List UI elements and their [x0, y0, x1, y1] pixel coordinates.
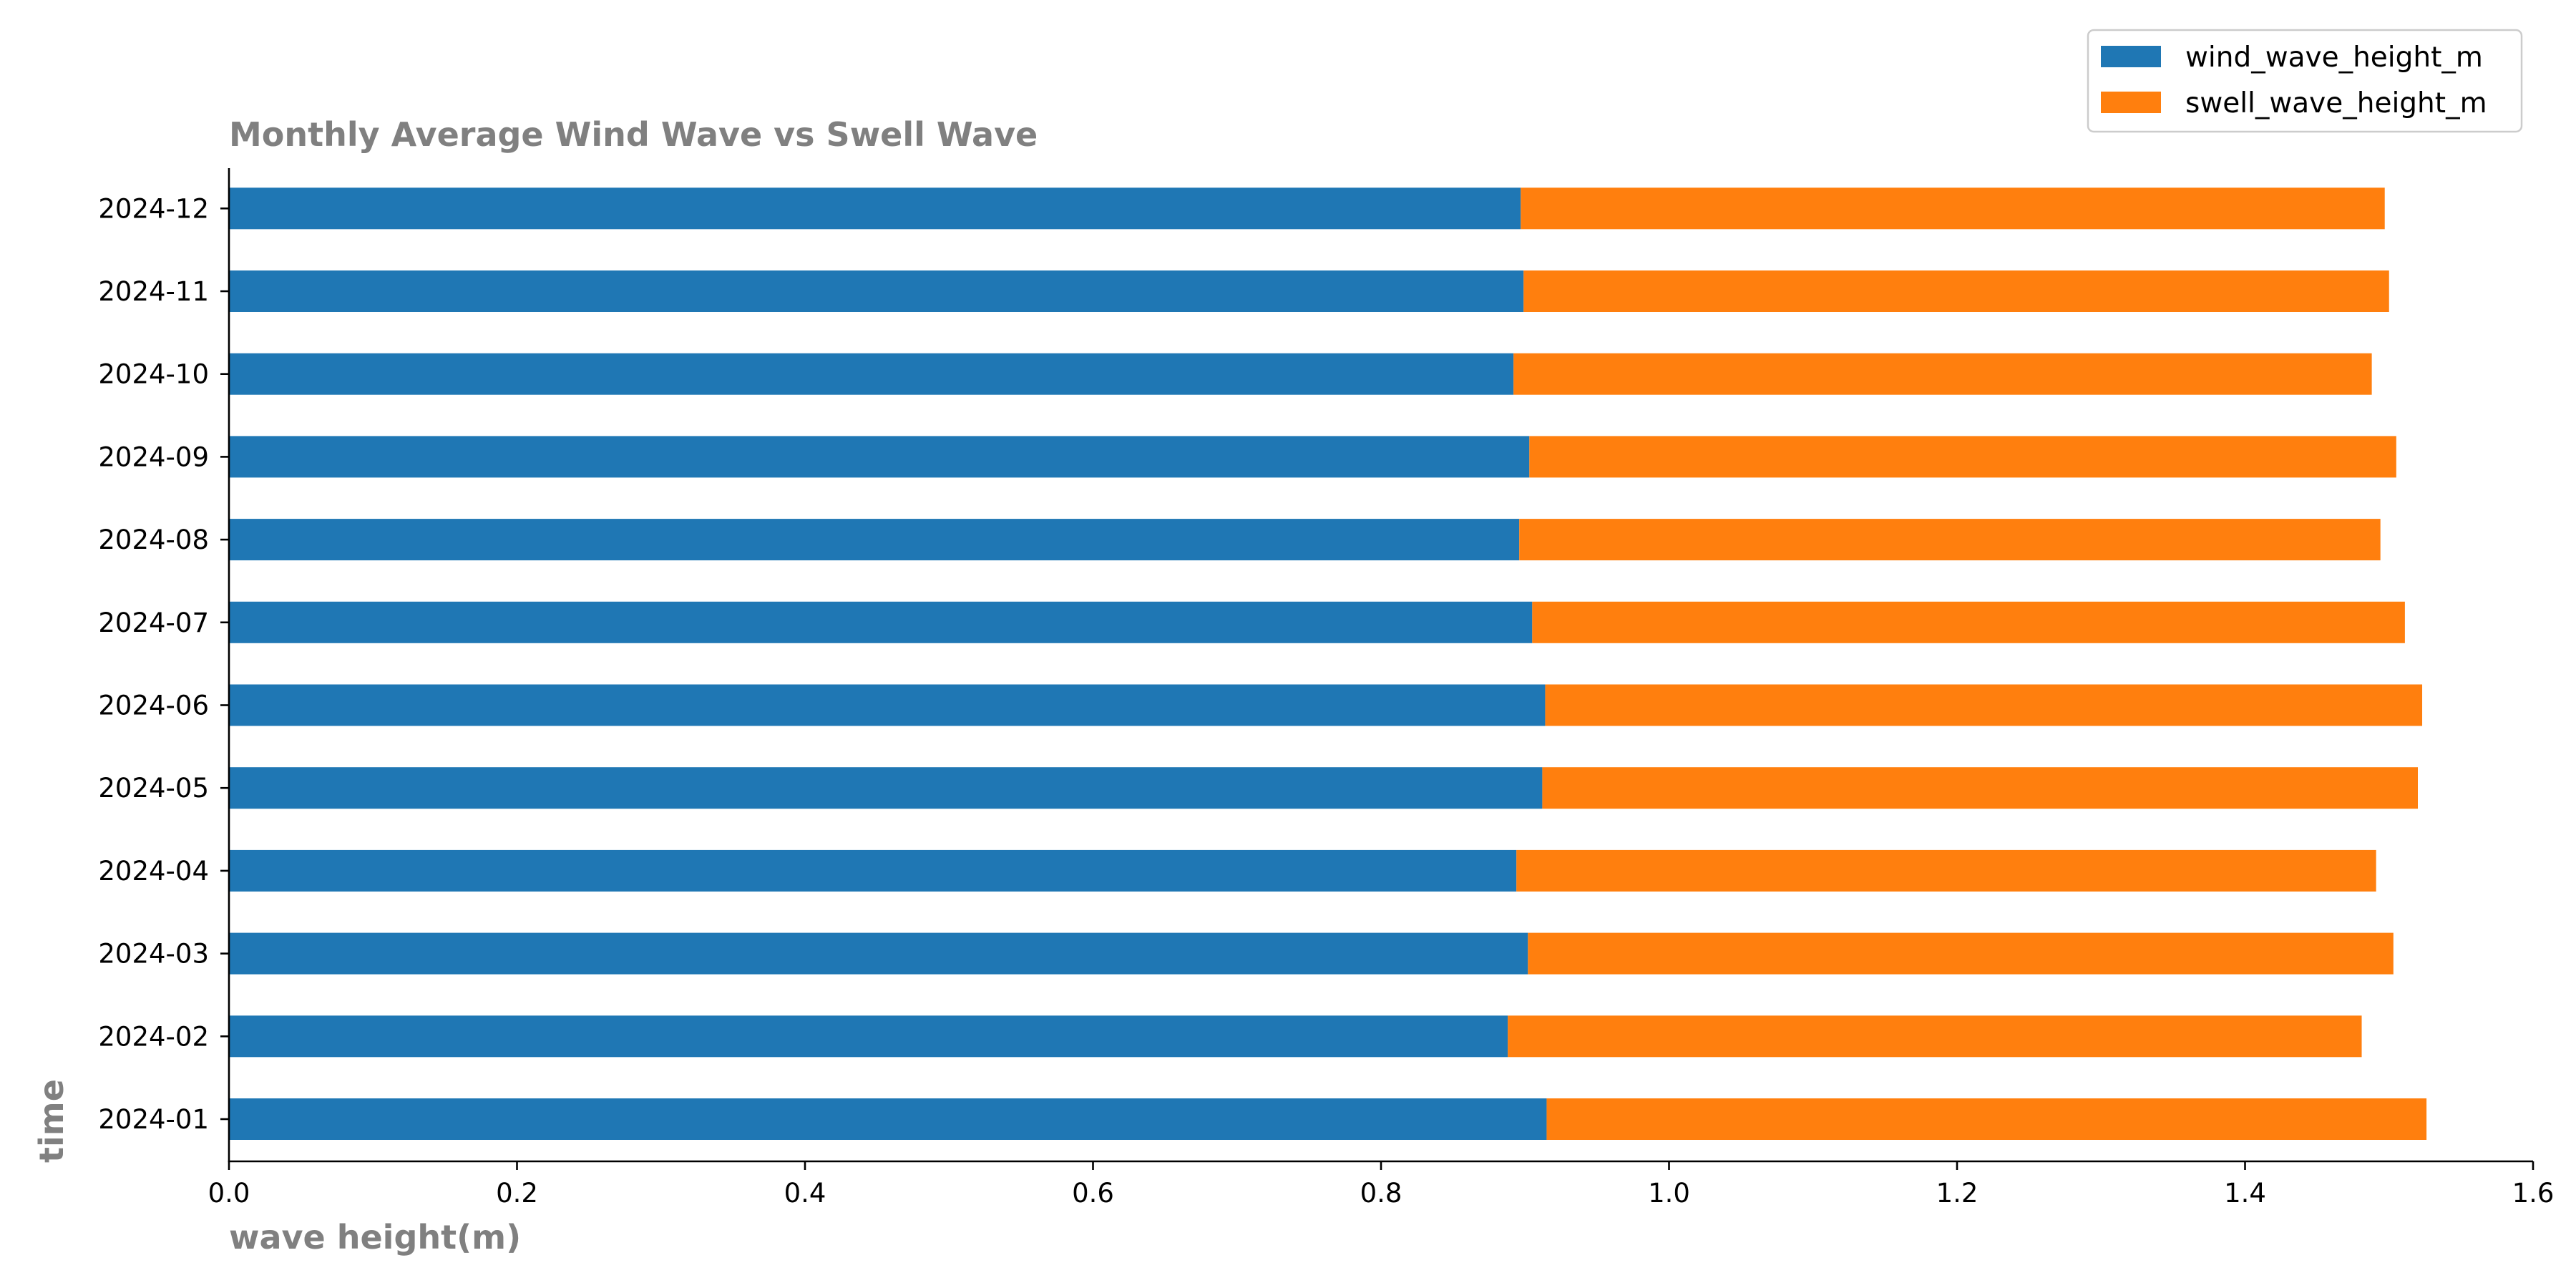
bar-swell-2024-05	[1542, 767, 2418, 809]
bar-swell-2024-04	[1516, 849, 2376, 892]
bar-swell-2024-03	[1528, 932, 2394, 975]
legend-label-wind: wind_wave_height_m	[2185, 42, 2483, 74]
bar-wind-2024-12	[229, 187, 1521, 230]
y-tick-label: 2024-01	[98, 1104, 209, 1135]
x-tick-label: 1.4	[2224, 1178, 2266, 1209]
y-tick-label: 2024-11	[98, 276, 209, 307]
chart-title: Monthly Average Wind Wave vs Swell Wave	[229, 115, 1038, 154]
bar-wind-2024-02	[229, 1015, 1508, 1058]
y-tick-label: 2024-04	[98, 856, 209, 887]
y-tick-label: 2024-10	[98, 359, 209, 390]
bar-wind-2024-04	[229, 849, 1517, 892]
bar-swell-2024-02	[1508, 1015, 2362, 1058]
bar-swell-2024-09	[1529, 436, 2396, 478]
bar-wind-2024-10	[229, 353, 1514, 395]
legend-swatch-wind	[2101, 46, 2161, 67]
x-tick-label: 0.2	[496, 1178, 538, 1209]
x-axis-title: wave height(m)	[229, 1218, 521, 1257]
bar-swell-2024-07	[1532, 601, 2405, 643]
x-tick-label: 1.2	[1936, 1178, 1979, 1209]
legend-label-swell: swell_wave_height_m	[2185, 87, 2487, 119]
bar-wind-2024-07	[229, 601, 1533, 643]
y-tick-label: 2024-02	[98, 1021, 209, 1052]
bar-swell-2024-08	[1519, 519, 2381, 561]
y-tick-label: 2024-06	[98, 691, 209, 721]
x-ticks: 0.0 0.2 0.4 0.6 0.8 1.0 1.2 1.4 1.6	[208, 1161, 2555, 1209]
bar-wind-2024-01	[229, 1098, 1547, 1140]
legend-box	[2087, 29, 2523, 133]
bar-wind-2024-03	[229, 932, 1528, 975]
bars-layer	[229, 187, 2427, 1140]
y-axis-title: time	[32, 1079, 71, 1163]
y-tick-label: 2024-09	[98, 441, 209, 472]
legend: wind_wave_height_m swell_wave_height_m	[2087, 29, 2523, 133]
y-tick-label: 2024-12	[98, 193, 209, 224]
x-tick-label: 0.8	[1360, 1178, 1402, 1209]
x-tick-label: 0.0	[208, 1178, 250, 1209]
bar-swell-2024-01	[1546, 1098, 2427, 1140]
x-tick-label: 0.6	[1072, 1178, 1114, 1209]
x-tick-label: 1.6	[2512, 1178, 2555, 1209]
bar-swell-2024-10	[1513, 353, 2372, 395]
bar-wind-2024-06	[229, 684, 1546, 726]
y-tick-label: 2024-08	[98, 525, 209, 555]
y-tick-label: 2024-05	[98, 773, 209, 804]
y-tick-label: 2024-03	[98, 939, 209, 970]
bar-swell-2024-06	[1545, 684, 2423, 726]
bar-wind-2024-09	[229, 436, 1530, 478]
bar-wind-2024-11	[229, 270, 1524, 312]
bar-swell-2024-12	[1521, 187, 2385, 230]
x-tick-label: 0.4	[784, 1178, 826, 1209]
y-ticks: 2024-01 2024-02 2024-03 2024-04 2024-05 2024-…	[98, 193, 229, 1135]
bar-wind-2024-05	[229, 767, 1543, 809]
legend-swatch-swell	[2101, 92, 2161, 113]
x-tick-label: 1.0	[1648, 1178, 1690, 1209]
y-tick-label: 2024-07	[98, 608, 209, 638]
bar-wind-2024-08	[229, 519, 1520, 561]
bar-swell-2024-11	[1523, 270, 2389, 312]
